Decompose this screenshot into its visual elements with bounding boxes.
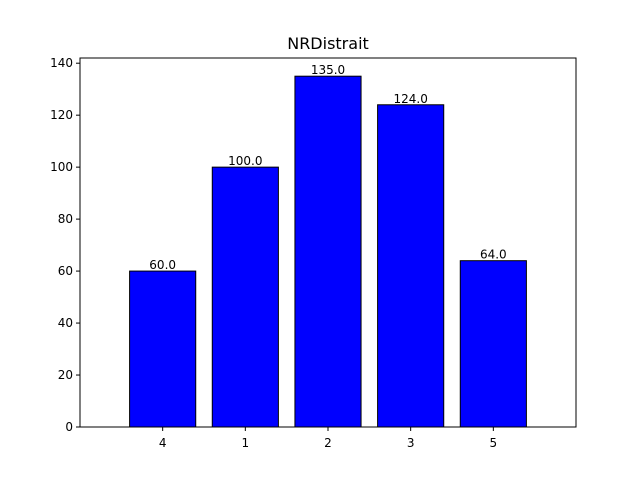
x-tick-label: 4: [159, 436, 167, 450]
data-label-3: 124.0: [393, 92, 427, 106]
data-label-4: 60.0: [149, 258, 176, 272]
x-tick-label: 3: [407, 436, 415, 450]
data-label-2: 135.0: [311, 63, 345, 77]
x-axis: 4 1 2 3 5: [159, 427, 497, 450]
data-label-5: 64.0: [480, 248, 507, 262]
y-tick-label: 100: [50, 160, 73, 174]
y-tick-label: 120: [50, 108, 73, 122]
y-tick-label: 40: [58, 316, 73, 330]
bar-2: [294, 75, 362, 428]
x-tick-label: 1: [242, 436, 250, 450]
bar-4: [129, 270, 197, 428]
y-tick-label: 60: [58, 264, 73, 278]
y-tick-label: 80: [58, 212, 73, 226]
x-tick-label: 5: [490, 436, 498, 450]
y-tick-label: 0: [65, 420, 73, 434]
bar-3: [377, 104, 445, 428]
data-labels-group: 60.0 100.0 135.0 124.0 64.0: [149, 63, 506, 272]
data-label-1: 100.0: [228, 154, 262, 168]
x-tick-label: 2: [324, 436, 332, 450]
y-tick-label: 20: [58, 368, 73, 382]
bars-group: [129, 75, 527, 428]
chart-title: NRDistrait: [287, 34, 369, 53]
bar-5: [459, 260, 527, 428]
bar-1: [211, 166, 279, 428]
plot-frame: [79, 57, 577, 428]
y-axis: 0 20 40 60 80 100 120 140: [50, 56, 80, 434]
y-tick-label: 140: [50, 56, 73, 70]
